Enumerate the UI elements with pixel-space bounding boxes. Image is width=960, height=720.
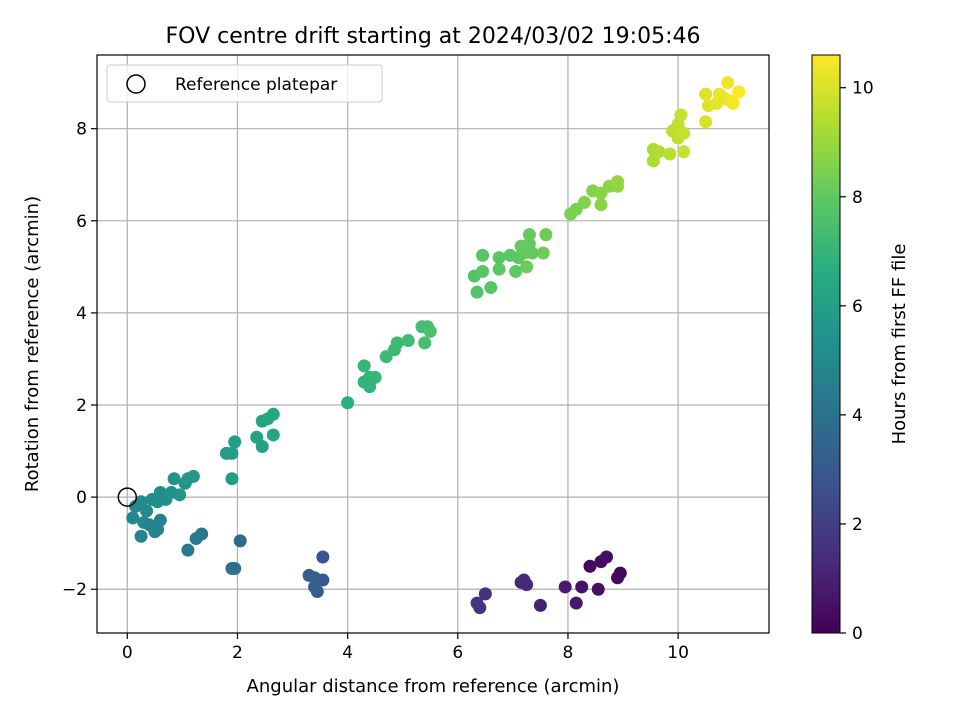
colorbar (811, 54, 841, 634)
data-point (357, 359, 371, 373)
data-point (401, 334, 415, 348)
data-point (126, 511, 140, 525)
data-point (266, 428, 280, 442)
data-point (186, 469, 200, 483)
data-point (721, 76, 735, 90)
x-tick-label: 6 (452, 643, 463, 663)
data-point (663, 147, 677, 161)
y-tick-label: −2 (62, 580, 87, 600)
data-point (726, 96, 740, 110)
data-point (266, 407, 280, 421)
data-point (611, 175, 625, 189)
y-tick-label: 6 (76, 212, 87, 232)
data-point (699, 87, 713, 101)
data-point (316, 550, 330, 564)
data-point (225, 562, 239, 576)
data-point (533, 598, 547, 612)
data-point (569, 596, 583, 610)
colorbar-tick-label: 0 (852, 624, 863, 644)
x-axis-label: Angular distance from reference (arcmin) (247, 676, 620, 697)
data-point (520, 260, 534, 274)
data-point (470, 285, 484, 299)
data-point (591, 582, 605, 596)
data-point (476, 248, 490, 262)
colorbar-tick-label: 10 (852, 79, 874, 99)
data-point (167, 472, 181, 486)
data-point (153, 513, 167, 527)
y-tick-label: 4 (76, 304, 87, 324)
data-point (600, 550, 614, 564)
data-point (233, 534, 247, 548)
legend-reference-marker (126, 74, 146, 94)
data-point (536, 246, 550, 260)
y-axis-ticks: −2 0 2 4 6 8 (62, 120, 97, 600)
data-point (492, 262, 506, 276)
data-point (525, 246, 539, 260)
x-tick-label: 0 (122, 643, 133, 663)
colorbar-tick-label: 8 (852, 188, 863, 208)
colorbar-label: Hours from first FF file (889, 244, 910, 445)
data-point (484, 281, 498, 295)
data-point (255, 439, 269, 453)
data-point (652, 145, 666, 159)
data-point (308, 580, 322, 594)
chart-title: FOV centre drift starting at 2024/03/02 … (166, 24, 701, 49)
y-tick-label: 2 (76, 396, 87, 416)
data-point (137, 515, 151, 529)
data-point (418, 336, 432, 350)
data-point (492, 251, 506, 265)
data-point (539, 228, 553, 242)
x-axis-ticks: 0 2 4 6 8 10 (122, 633, 689, 663)
legend-entry-reference-platepar: Reference platepar (175, 75, 337, 95)
data-point (577, 195, 591, 209)
reference-platepar-marker (117, 487, 138, 507)
data-point (341, 396, 355, 410)
x-tick-label: 8 (563, 643, 574, 663)
data-point (732, 85, 746, 99)
data-points (126, 76, 746, 615)
data-point (522, 228, 536, 242)
data-point (390, 336, 404, 350)
y-tick-label: 0 (76, 488, 87, 508)
data-point (225, 446, 239, 460)
y-tick-label: 8 (76, 120, 87, 140)
data-point (470, 596, 484, 610)
data-point (594, 198, 608, 212)
data-point (189, 532, 203, 546)
colorbar-tick-label: 6 (852, 297, 863, 317)
data-point (674, 108, 688, 122)
legend: Reference platepar (106, 64, 383, 103)
data-point (308, 571, 322, 585)
legend-box (106, 64, 383, 103)
data-point (677, 145, 691, 159)
data-point (613, 566, 627, 580)
x-tick-label: 2 (232, 643, 243, 663)
data-point (517, 573, 531, 587)
x-tick-label: 4 (342, 643, 353, 663)
data-point (225, 472, 239, 486)
colorbar-tick-label: 4 (852, 406, 863, 426)
data-point (478, 587, 492, 601)
colorbar-ticks: 0 2 4 6 8 10 (840, 79, 874, 644)
data-point (509, 264, 523, 278)
grid-lines (97, 55, 769, 633)
data-point (423, 324, 437, 338)
data-point (575, 580, 589, 594)
data-point (181, 543, 195, 557)
data-point (699, 115, 713, 129)
x-tick-label: 10 (667, 643, 689, 663)
data-point (140, 504, 154, 518)
plot-area-frame (96, 54, 770, 634)
data-point (677, 126, 691, 140)
data-point (173, 488, 187, 502)
data-point (228, 435, 242, 449)
data-point (583, 559, 597, 573)
data-point (558, 580, 572, 594)
colorbar-tick-label: 2 (852, 515, 863, 535)
data-point (476, 264, 490, 278)
data-point (368, 370, 382, 384)
y-axis-label: Rotation from reference (arcmin) (22, 196, 43, 492)
data-point (134, 529, 148, 543)
